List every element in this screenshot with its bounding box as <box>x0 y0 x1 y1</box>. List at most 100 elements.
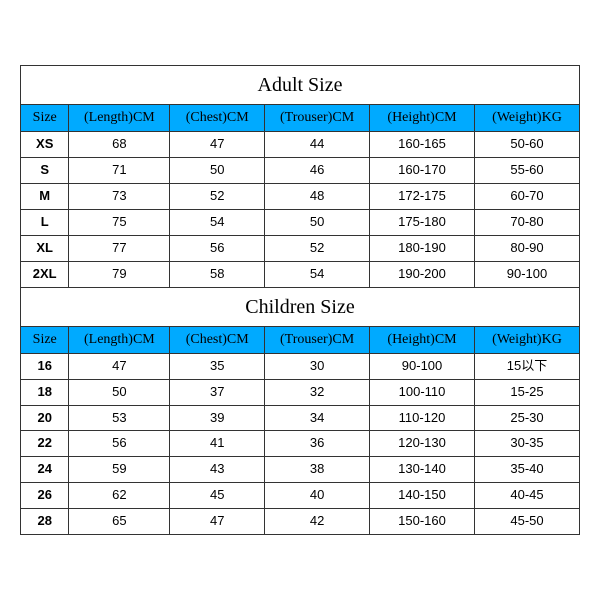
measurement-cell: 44 <box>265 132 370 158</box>
table-row: 2XL795854190-20090-100 <box>21 261 580 287</box>
table-row: 20533934110-12025-30 <box>21 405 580 431</box>
measurement-cell: 54 <box>265 261 370 287</box>
measurement-cell: 37 <box>170 379 265 405</box>
section-title: Adult Size <box>21 66 580 105</box>
column-header: Size <box>21 326 69 353</box>
column-header-row: Size(Length)CM(Chest)CM(Trouser)CM(Heigh… <box>21 326 580 353</box>
column-header: (Height)CM <box>370 105 475 132</box>
measurement-cell: 50 <box>69 379 170 405</box>
measurement-cell: 70-80 <box>474 209 579 235</box>
size-cell: XS <box>21 132 69 158</box>
table-row: L755450175-18070-80 <box>21 209 580 235</box>
measurement-cell: 40 <box>265 483 370 509</box>
size-cell: 24 <box>21 457 69 483</box>
size-table-body: Adult SizeSize(Length)CM(Chest)CM(Trouse… <box>21 66 580 535</box>
measurement-cell: 140-150 <box>370 483 475 509</box>
measurement-cell: 52 <box>170 183 265 209</box>
table-row: 28654742150-16045-50 <box>21 509 580 535</box>
measurement-cell: 68 <box>69 132 170 158</box>
measurement-cell: 46 <box>265 158 370 184</box>
measurement-cell: 56 <box>69 431 170 457</box>
measurement-cell: 35-40 <box>474 457 579 483</box>
measurement-cell: 160-170 <box>370 158 475 184</box>
measurement-cell: 150-160 <box>370 509 475 535</box>
measurement-cell: 55-60 <box>474 158 579 184</box>
column-header: (Trouser)CM <box>265 105 370 132</box>
column-header: (Height)CM <box>370 326 475 353</box>
section-title-row: Adult Size <box>21 66 580 105</box>
measurement-cell: 120-130 <box>370 431 475 457</box>
size-cell: XL <box>21 235 69 261</box>
measurement-cell: 45-50 <box>474 509 579 535</box>
table-row: S715046160-17055-60 <box>21 158 580 184</box>
measurement-cell: 39 <box>170 405 265 431</box>
table-row: 18503732100-11015-25 <box>21 379 580 405</box>
measurement-cell: 79 <box>69 261 170 287</box>
measurement-cell: 130-140 <box>370 457 475 483</box>
measurement-cell: 80-90 <box>474 235 579 261</box>
table-row: 24594338130-14035-40 <box>21 457 580 483</box>
size-cell: 28 <box>21 509 69 535</box>
measurement-cell: 25-30 <box>474 405 579 431</box>
measurement-cell: 180-190 <box>370 235 475 261</box>
measurement-cell: 58 <box>170 261 265 287</box>
column-header: Size <box>21 105 69 132</box>
column-header: (Weight)KG <box>474 326 579 353</box>
column-header-row: Size(Length)CM(Chest)CM(Trouser)CM(Heigh… <box>21 105 580 132</box>
measurement-cell: 56 <box>170 235 265 261</box>
measurement-cell: 53 <box>69 405 170 431</box>
measurement-cell: 50-60 <box>474 132 579 158</box>
measurement-cell: 60-70 <box>474 183 579 209</box>
measurement-cell: 59 <box>69 457 170 483</box>
measurement-cell: 47 <box>170 509 265 535</box>
measurement-cell: 50 <box>265 209 370 235</box>
measurement-cell: 40-45 <box>474 483 579 509</box>
table-row: 26624540140-15040-45 <box>21 483 580 509</box>
measurement-cell: 42 <box>265 509 370 535</box>
column-header: (Chest)CM <box>170 105 265 132</box>
measurement-cell: 90-100 <box>474 261 579 287</box>
measurement-cell: 77 <box>69 235 170 261</box>
measurement-cell: 172-175 <box>370 183 475 209</box>
measurement-cell: 43 <box>170 457 265 483</box>
measurement-cell: 30 <box>265 353 370 379</box>
measurement-cell: 15-25 <box>474 379 579 405</box>
column-header: (Weight)KG <box>474 105 579 132</box>
measurement-cell: 110-120 <box>370 405 475 431</box>
measurement-cell: 50 <box>170 158 265 184</box>
section-title-row: Children Size <box>21 287 580 326</box>
measurement-cell: 47 <box>69 353 170 379</box>
measurement-cell: 62 <box>69 483 170 509</box>
measurement-cell: 34 <box>265 405 370 431</box>
measurement-cell: 38 <box>265 457 370 483</box>
size-cell: 18 <box>21 379 69 405</box>
size-cell: 2XL <box>21 261 69 287</box>
size-cell: 16 <box>21 353 69 379</box>
size-chart-page: Adult SizeSize(Length)CM(Chest)CM(Trouse… <box>0 0 600 600</box>
measurement-cell: 35 <box>170 353 265 379</box>
measurement-cell: 75 <box>69 209 170 235</box>
size-cell: 22 <box>21 431 69 457</box>
table-row: 1647353090-10015以下 <box>21 353 580 379</box>
table-row: XL775652180-19080-90 <box>21 235 580 261</box>
table-row: XS684744160-16550-60 <box>21 132 580 158</box>
table-row: 22564136120-13030-35 <box>21 431 580 457</box>
column-header: (Trouser)CM <box>265 326 370 353</box>
measurement-cell: 71 <box>69 158 170 184</box>
size-table: Adult SizeSize(Length)CM(Chest)CM(Trouse… <box>20 65 580 535</box>
measurement-cell: 175-180 <box>370 209 475 235</box>
table-row: M735248172-17560-70 <box>21 183 580 209</box>
size-cell: 26 <box>21 483 69 509</box>
size-cell: 20 <box>21 405 69 431</box>
measurement-cell: 190-200 <box>370 261 475 287</box>
measurement-cell: 15以下 <box>474 353 579 379</box>
measurement-cell: 65 <box>69 509 170 535</box>
section-title: Children Size <box>21 287 580 326</box>
measurement-cell: 100-110 <box>370 379 475 405</box>
measurement-cell: 45 <box>170 483 265 509</box>
column-header: (Length)CM <box>69 105 170 132</box>
measurement-cell: 41 <box>170 431 265 457</box>
measurement-cell: 90-100 <box>370 353 475 379</box>
measurement-cell: 32 <box>265 379 370 405</box>
column-header: (Length)CM <box>69 326 170 353</box>
